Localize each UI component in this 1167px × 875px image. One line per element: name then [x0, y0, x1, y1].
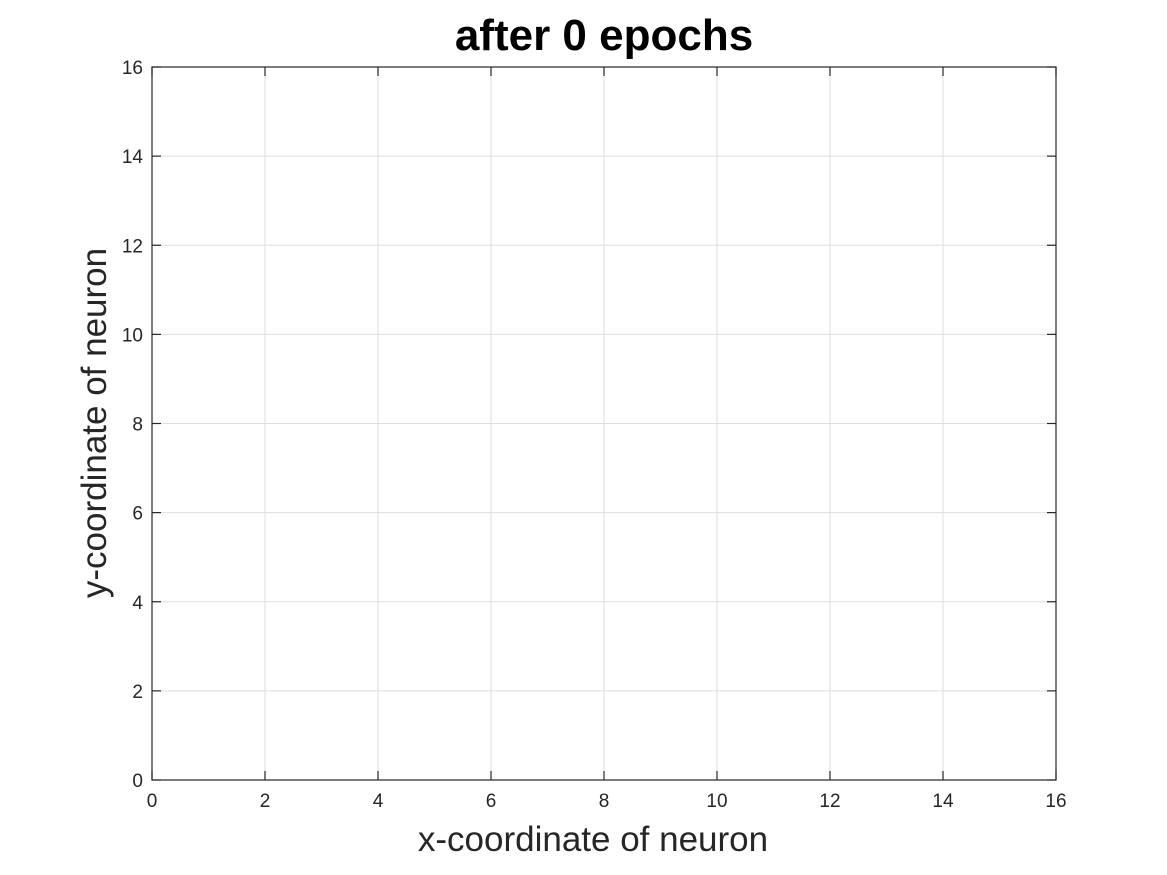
x-axis-label: x-coordinate of neuron: [418, 820, 768, 859]
y-tick-label: 2: [132, 682, 143, 703]
x-tick-label: 12: [819, 791, 840, 812]
y-tick-label: 4: [132, 593, 143, 614]
y-tick-label: 14: [122, 147, 144, 168]
y-tick-label: 10: [122, 325, 143, 346]
x-tick-label: 14: [932, 791, 954, 812]
x-tick-label: 6: [486, 791, 497, 812]
chart-title: after 0 epochs: [455, 11, 753, 60]
y-tick-label: 8: [132, 415, 143, 436]
y-tick-label: 12: [122, 236, 143, 257]
y-tick-label: 0: [132, 771, 143, 792]
x-tick-label: 16: [1045, 791, 1066, 812]
y-tick-label: 6: [132, 504, 143, 525]
x-tick-label: 4: [373, 791, 384, 812]
plot-frame: [151, 66, 1057, 781]
x-tick-label: 0: [147, 791, 158, 812]
x-tick-label: 10: [706, 791, 727, 812]
x-tick-label: 8: [599, 791, 610, 812]
y-axis-label: y-coordinate of neuron: [75, 248, 114, 598]
y-tick-label: 16: [122, 58, 143, 79]
x-tick-label: 2: [260, 791, 271, 812]
